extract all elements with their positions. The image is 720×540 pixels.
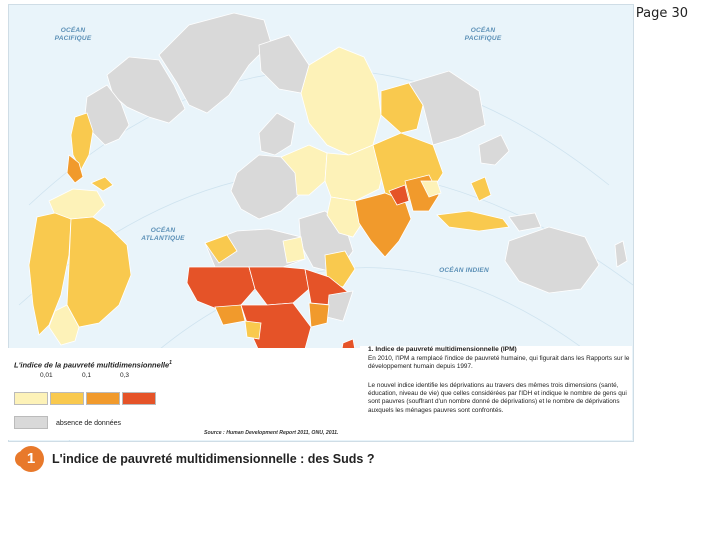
- greenland: [158, 12, 272, 114]
- legend-swatch-class-3: [86, 392, 120, 405]
- morocco-algeria: [204, 234, 238, 264]
- legend-swatch-nodata: [14, 416, 48, 429]
- central-america-south: [66, 154, 84, 184]
- ocean-label-pacific-west: OCÉAN PACIFIQUE: [54, 27, 92, 42]
- australia: [504, 226, 600, 294]
- scandinavia: [258, 112, 296, 156]
- gulf-of-guinea: [214, 304, 246, 326]
- legend-swatch-class-2: [50, 392, 84, 405]
- papua: [508, 212, 542, 232]
- legend-threshold-1: 0,01: [40, 372, 53, 379]
- south-america-andes: [28, 212, 72, 336]
- caribbean: [90, 176, 114, 192]
- philippines: [470, 176, 492, 202]
- thailand: [420, 180, 442, 198]
- definition-note: 1. Indice de pauvreté multidimensionnell…: [360, 346, 632, 440]
- legend-swatch-class-4: [122, 392, 156, 405]
- europe: [230, 154, 300, 220]
- new-zealand: [614, 240, 628, 268]
- legend-nodata-label: absence de données: [56, 420, 121, 427]
- mexico-central-america: [70, 112, 94, 171]
- ocean-label-atlantic: OCÉAN ATLANTIQUE: [141, 227, 185, 242]
- indonesia: [436, 210, 510, 232]
- gabon-congo: [244, 320, 262, 340]
- caption-number-badge: 1: [18, 446, 44, 472]
- egypt: [282, 236, 306, 264]
- legend-swatch-class-1: [14, 392, 48, 405]
- note-paragraph-2: Le nouvel indice identifie les déprivati…: [368, 382, 627, 414]
- legend-threshold-2: 0,1: [82, 372, 92, 379]
- sahel-west: [186, 266, 256, 310]
- ocean-label-indian: OCÉAN INDIEN: [439, 267, 489, 274]
- figure-caption: L'indice de pauvreté multidimensionnelle…: [52, 452, 375, 466]
- brazil: [66, 216, 132, 328]
- ocean-label-pacific-east: OCÉAN PACIFIQUE: [464, 27, 502, 42]
- east-siberia: [408, 70, 486, 146]
- russia: [300, 46, 382, 156]
- legend-threshold-3: 0,3: [120, 372, 130, 379]
- sahel-east: [248, 266, 310, 306]
- eastern-europe: [280, 144, 328, 196]
- central-asia: [324, 144, 386, 202]
- russia-east: [258, 34, 310, 94]
- japan: [478, 134, 510, 166]
- source-credit: Source : Human Development Report 2011, …: [204, 430, 339, 436]
- argentina: [48, 304, 80, 346]
- note-paragraph-1: En 2010, l'IPM a remplacé l'indice de pa…: [368, 355, 630, 371]
- page-number: Page 30: [635, 6, 688, 21]
- legend: L'indice de la pauvreté multidimensionne…: [8, 348, 360, 440]
- legend-title: L'indice de la pauvreté multidimensionne…: [14, 360, 172, 370]
- canada-north: [106, 56, 186, 124]
- bangladesh-myanmar: [388, 184, 410, 206]
- somalia: [326, 290, 354, 322]
- note-title: 1. Indice de pauvreté multidimensionnell…: [368, 346, 517, 353]
- kenya: [308, 302, 330, 328]
